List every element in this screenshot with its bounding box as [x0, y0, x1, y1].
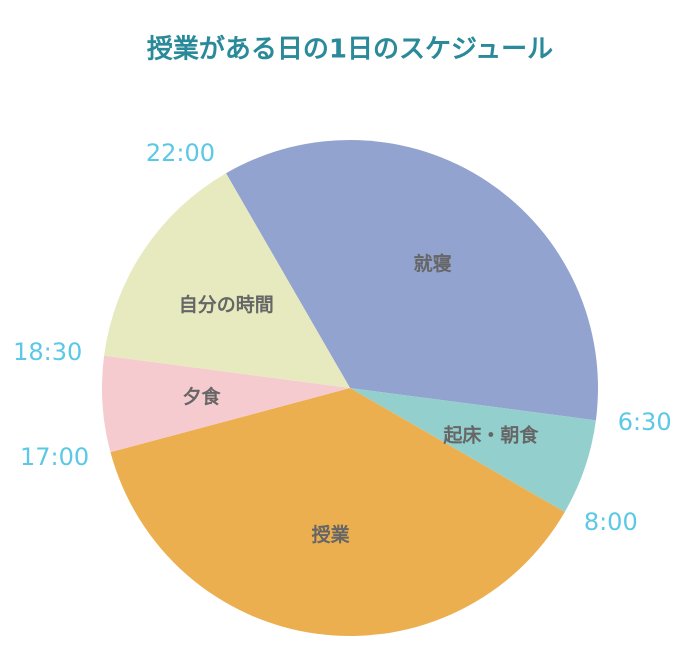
chart-title: 授業がある日の1日のスケジュール [147, 34, 553, 65]
time-label: 8:00 [584, 508, 638, 536]
time-label: 22:00 [146, 139, 215, 167]
time-label: 6:30 [618, 408, 672, 436]
time-label: 17:00 [20, 443, 89, 471]
slice-label: 就寝 [414, 252, 452, 275]
pie-slice [110, 388, 565, 636]
time-label: 18:30 [13, 338, 82, 366]
pie-slice [102, 355, 351, 453]
slice-label: 夕食 [183, 385, 222, 408]
slice-label: 授業 [312, 523, 351, 546]
pie-slice [350, 388, 596, 512]
slice-label: 自分の時間 [179, 293, 274, 316]
pie-slice [226, 140, 598, 421]
slice-label: 起床・朝食 [442, 423, 539, 446]
pie-slice [104, 173, 350, 388]
